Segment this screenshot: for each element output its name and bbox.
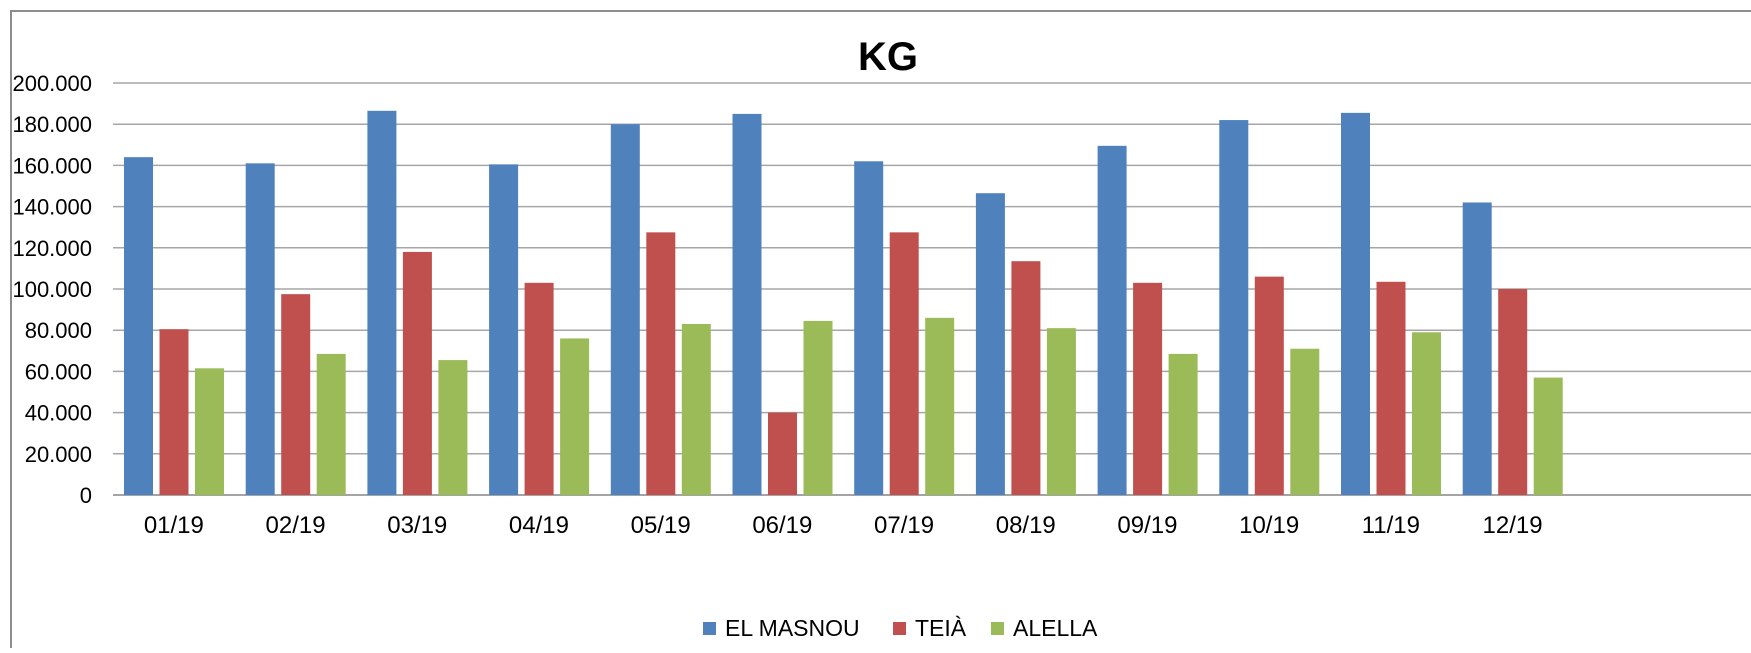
bar-alella-10-19	[1290, 348, 1320, 495]
bar-el-masnou-12-19	[1462, 202, 1492, 496]
legend-label: EL MASNOU	[725, 615, 860, 641]
bar-alella-06-19	[803, 320, 833, 495]
y-tick-label: 200.000	[12, 71, 92, 96]
legend-swatch	[893, 622, 906, 635]
bar-tei--06-19	[768, 412, 797, 495]
bar-alella-11-19	[1412, 332, 1441, 495]
x-tick-label: 06/19	[752, 512, 812, 539]
bar-tei--09-19	[1133, 282, 1163, 495]
chart-title: KG	[858, 35, 918, 79]
bar-alella-02-19	[316, 353, 346, 495]
x-tick-label: 12/19	[1483, 512, 1543, 539]
y-tick-label: 160.000	[12, 153, 92, 178]
bar-tei--01-19	[159, 329, 189, 495]
x-tick-label: 01/19	[144, 512, 204, 539]
bar-alella-08-19	[1046, 328, 1076, 495]
bar-el-masnou-02-19	[245, 163, 275, 495]
bar-alella-09-19	[1168, 353, 1198, 495]
x-tick-label: 07/19	[874, 512, 934, 539]
bar-alella-04-19	[560, 338, 590, 495]
x-tick-label: 04/19	[509, 512, 569, 539]
bar-el-masnou-08-19	[975, 193, 1005, 495]
bar-el-masnou-07-19	[854, 161, 884, 495]
bar-tei--03-19	[402, 251, 432, 495]
legend: EL MASNOU TEIÀ ALELLA	[703, 615, 1098, 641]
legend-swatch	[703, 622, 716, 635]
y-axis-ticks: 0 20.000 40.000 60.000 80.000 100.000 120.000 1…	[12, 71, 92, 508]
x-tick-label: 11/19	[1362, 512, 1420, 539]
bar-tei--07-19	[889, 232, 919, 495]
y-tick-label: 80.000	[25, 318, 92, 343]
bar-tei--02-19	[281, 294, 311, 495]
x-tick-label: 03/19	[387, 512, 447, 539]
bar-alella-03-19	[438, 360, 468, 495]
bar-tei--11-19	[1376, 281, 1406, 495]
bar-alella-01-19	[195, 368, 224, 495]
bar-el-masnou-03-19	[367, 110, 397, 495]
bar-el-masnou-05-19	[610, 124, 640, 495]
legend-label: ALELLA	[1013, 615, 1098, 641]
bar-el-masnou-01-19	[124, 157, 153, 495]
y-tick-label: 120.000	[12, 236, 92, 261]
bar-el-masnou-04-19	[489, 164, 519, 495]
bar-el-masnou-06-19	[732, 113, 762, 496]
bar-tei--05-19	[646, 232, 676, 495]
bar-el-masnou-11-19	[1341, 112, 1370, 496]
y-tick-label: 40.000	[25, 401, 92, 426]
bar-alella-12-19	[1533, 377, 1563, 495]
x-tick-label: 10/19	[1239, 512, 1299, 539]
y-tick-label: 180.000	[12, 112, 92, 137]
x-tick-label: 09/19	[1117, 512, 1177, 539]
y-tick-label: 20.000	[25, 442, 92, 467]
bar-tei--12-19	[1498, 289, 1528, 495]
y-tick-label: 140.000	[12, 195, 92, 220]
x-tick-label: 08/19	[996, 512, 1056, 539]
bar-alella-05-19	[681, 324, 711, 495]
bar-el-masnou-09-19	[1097, 145, 1127, 495]
x-axis-ticks: 01/19 02/19 03/19 04/19 05/19 06/19 07/19 08/19…	[144, 512, 1543, 539]
legend-swatch	[991, 622, 1004, 635]
bar-series	[124, 110, 1563, 496]
bar-el-masnou-10-19	[1219, 120, 1249, 495]
y-tick-label: 0	[80, 483, 92, 508]
x-tick-label: 05/19	[631, 512, 691, 539]
y-tick-label: 60.000	[25, 359, 92, 384]
bar-alella-07-19	[925, 317, 955, 495]
y-tick-label: 100.000	[12, 277, 92, 302]
x-tick-label: 02/19	[266, 512, 326, 539]
bar-tei--08-19	[1011, 261, 1041, 495]
bar-tei--10-19	[1254, 276, 1284, 495]
legend-label: TEIÀ	[915, 615, 967, 641]
bar-tei--04-19	[524, 282, 554, 495]
